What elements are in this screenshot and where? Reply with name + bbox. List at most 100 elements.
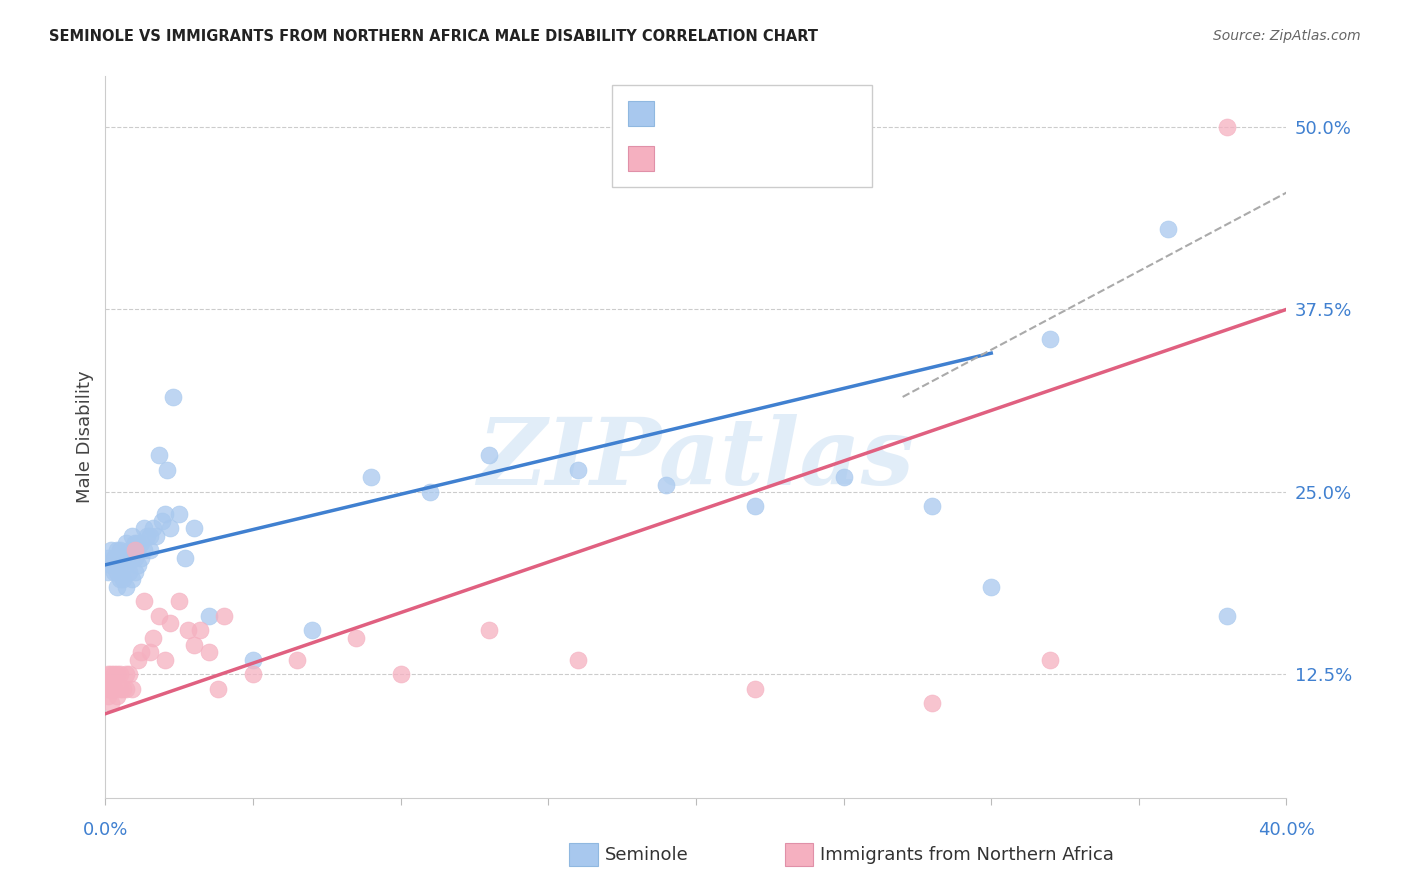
Text: ZIPatlas: ZIPatlas [478,414,914,504]
Point [121,681,143,696]
Point [121,528,143,542]
Point [478,624,501,638]
Point [100,667,122,681]
Point [135,528,157,542]
Point [100,558,122,572]
Text: R = 0.639: R = 0.639 [668,150,758,168]
Point [97,689,120,703]
Point [197,608,219,623]
Point [921,500,943,514]
Point [121,573,143,587]
Point [110,558,132,572]
Point [110,543,132,558]
Point [97,681,120,696]
Point [153,653,176,667]
Point [124,550,146,565]
Point [115,667,138,681]
Point [115,580,138,594]
Point [242,667,264,681]
Point [567,653,589,667]
Point [132,543,155,558]
Point [142,631,165,645]
Point [124,543,146,558]
Text: SEMINOLE VS IMMIGRANTS FROM NORTHERN AFRICA MALE DISABILITY CORRELATION CHART: SEMINOLE VS IMMIGRANTS FROM NORTHERN AFR… [49,29,818,44]
Point [138,645,162,659]
Point [103,681,125,696]
Point [159,616,181,631]
Point [188,624,211,638]
Point [177,624,200,638]
Point [124,565,146,579]
Point [118,667,141,681]
Text: Source: ZipAtlas.com: Source: ZipAtlas.com [1213,29,1361,43]
Text: R = 0.392: R = 0.392 [668,104,758,122]
Point [148,608,170,623]
Text: N = 44: N = 44 [769,150,837,168]
Y-axis label: Male Disability: Male Disability [76,371,94,503]
Point [832,470,855,484]
Point [156,463,179,477]
Point [127,558,149,572]
Text: Seminole: Seminole [605,846,689,863]
Point [242,653,264,667]
Point [115,536,138,550]
Point [655,477,678,491]
Point [207,681,229,696]
Point [112,681,135,696]
Point [129,536,152,550]
Point [346,631,368,645]
Text: N = 60: N = 60 [769,104,837,122]
Point [145,528,167,542]
Point [980,580,1002,594]
Point [97,674,120,689]
Point [162,390,184,404]
Point [103,667,125,681]
Point [105,580,128,594]
Point [127,536,149,550]
Point [103,550,125,565]
Point [1039,332,1062,346]
Point [97,667,120,681]
Point [360,470,382,484]
Point [169,594,191,608]
Point [921,697,943,711]
Point [105,543,128,558]
Point [744,681,766,696]
Point [100,697,122,711]
Point [132,594,155,608]
Point [129,550,152,565]
Point [153,507,176,521]
Point [301,624,323,638]
Point [100,681,122,696]
Point [1216,608,1239,623]
Point [115,558,138,572]
Point [183,638,205,652]
Point [138,543,162,558]
Point [132,521,155,535]
Point [110,667,132,681]
Point [169,507,191,521]
Point [212,608,235,623]
Point [419,484,441,499]
Point [105,689,128,703]
Point [110,573,132,587]
Point [183,521,205,535]
Point [118,543,141,558]
Point [567,463,589,477]
Point [174,550,197,565]
Point [105,565,128,579]
Point [138,528,162,542]
Point [148,448,170,462]
Point [1157,222,1180,236]
Text: 40.0%: 40.0% [1258,821,1315,838]
Point [110,681,132,696]
Point [103,565,125,579]
Point [115,681,138,696]
Point [1039,653,1062,667]
Point [127,653,149,667]
Point [287,653,309,667]
Point [124,536,146,550]
Point [121,550,143,565]
Point [118,565,141,579]
Point [129,645,152,659]
